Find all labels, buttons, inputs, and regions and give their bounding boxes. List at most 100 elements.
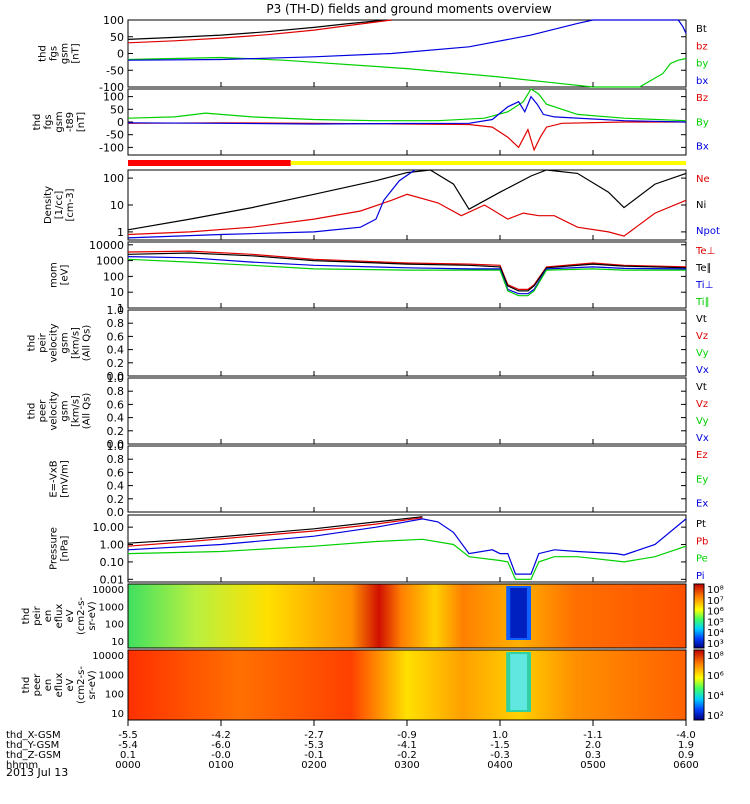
legend-label: bz bbox=[696, 41, 708, 52]
ytick-label: 10 bbox=[110, 286, 124, 299]
ytick-label: 1 bbox=[117, 302, 124, 315]
panel-frame bbox=[127, 88, 687, 156]
legend-label: Pi bbox=[696, 571, 705, 582]
ylabel-line: E=-VxB bbox=[49, 460, 60, 497]
ylabel-line: fgs bbox=[43, 114, 54, 129]
ytick-label: 0.10 bbox=[100, 556, 125, 569]
xaxis-value: 1.9 bbox=[678, 740, 694, 751]
panel-peer_velocity: thdpeervelocitygsm[km/s](All Qs)1.00.80.… bbox=[27, 372, 709, 451]
series-line-fgs-2 bbox=[127, 56, 687, 88]
mode-bar-yellow bbox=[290, 161, 686, 165]
ylabel-line: [km/s] bbox=[71, 395, 82, 427]
ytick-label: 0 bbox=[117, 116, 124, 129]
series-line-pressure-2 bbox=[127, 518, 687, 575]
panel-frame bbox=[127, 377, 687, 445]
ylabel-line: thd bbox=[32, 114, 43, 131]
xaxis-value: -4.2 bbox=[211, 730, 231, 741]
ylabel-line: peir bbox=[38, 332, 49, 352]
series-line-fgs_t89-2 bbox=[127, 95, 687, 125]
panel-peir_velocity: thdpeirvelocitygsm[km/s](All Qs)1.00.80.… bbox=[27, 304, 709, 383]
panel-density: Density[1/cc][cm-3] 100 10 1 Ne Ni Npot bbox=[43, 169, 720, 241]
ytick-label: 10 bbox=[111, 637, 124, 648]
ylabel-line: eflux bbox=[54, 673, 65, 698]
ylabel-peer_velocity: thdpeervelocitygsm[km/s](All Qs) bbox=[27, 391, 93, 430]
colorbar-tick-label: 10² bbox=[707, 711, 724, 722]
ylabel-line: (All Qs) bbox=[82, 393, 93, 430]
legend-label: Vz bbox=[696, 331, 708, 342]
legend-label: Te∥ bbox=[695, 263, 712, 274]
panel-frame bbox=[127, 169, 687, 241]
ylabel-line: peer bbox=[32, 673, 43, 697]
ytick-label: 10.00 bbox=[93, 521, 125, 534]
ylabel-line: [eV] bbox=[60, 265, 71, 286]
xaxis-value: 0600 bbox=[673, 760, 698, 771]
ytick-label: 100 bbox=[103, 91, 124, 104]
legend-label: Vx bbox=[696, 365, 709, 376]
ylabel-line: gsm bbox=[60, 400, 71, 421]
series-line-density-2 bbox=[127, 169, 416, 239]
legend-label: Pe bbox=[696, 554, 708, 565]
ytick-label: 100 bbox=[103, 14, 124, 27]
ylabel-line: [nT] bbox=[71, 43, 82, 63]
colorbar-tick-label: 10⁵ bbox=[707, 617, 724, 628]
ytick-label: 0.01 bbox=[100, 573, 125, 586]
ylabel-line: [nPa] bbox=[60, 535, 71, 561]
ylabel-line: thd bbox=[27, 335, 38, 352]
series-line-fgs_t89-0 bbox=[127, 88, 687, 122]
panel-fgs: thdfgsgsm[nT] 100 50 0 -50 -100 Bt bz by bx bbox=[38, 14, 709, 94]
ylabel-line: Density bbox=[43, 186, 54, 224]
legend-label: Vy bbox=[696, 348, 709, 359]
ylabel-line: [cm-3] bbox=[65, 188, 76, 221]
ylabel-temperature: mom[eV] bbox=[49, 262, 71, 288]
legend-label: Ni bbox=[696, 200, 706, 211]
ytick-label: 1.00 bbox=[100, 539, 125, 552]
ylabel-line: [km/s] bbox=[71, 327, 82, 359]
ytick-label: 10000 bbox=[92, 651, 124, 662]
ytick-label: 50 bbox=[110, 31, 124, 44]
ytick-label: 0.2 bbox=[107, 357, 125, 370]
colorbar-tick-label: 10⁸ bbox=[707, 651, 724, 662]
ylabel-line: gsm bbox=[60, 43, 71, 64]
ylabel-line: peir bbox=[32, 605, 43, 625]
ylabel-line: mom bbox=[49, 262, 60, 288]
xaxis-value: -1.1 bbox=[583, 730, 603, 741]
ylabel-density: Density[1/cc][cm-3] bbox=[43, 186, 76, 224]
series-line-pressure-0 bbox=[127, 516, 423, 544]
ytick-label: -50 bbox=[106, 64, 124, 77]
xaxis-row-label: thd_Z-GSM bbox=[6, 750, 61, 761]
spectrogram-cold-core bbox=[510, 654, 527, 710]
ylabel-line: fgs bbox=[49, 46, 60, 61]
ytick-label: 0.6 bbox=[107, 330, 125, 343]
ytick-label: 0.4 bbox=[107, 344, 125, 357]
ylabel-line: [1/cc] bbox=[54, 191, 65, 220]
ytick-label: 0.0 bbox=[107, 438, 125, 451]
ytick-label: 1.0 bbox=[107, 372, 125, 385]
ylabel-line: eV bbox=[65, 678, 76, 691]
legend-label: bx bbox=[696, 76, 708, 87]
legend-label: Ey bbox=[696, 474, 708, 485]
xaxis-value: 0200 bbox=[301, 760, 326, 771]
ytick-label: 10000 bbox=[92, 585, 124, 596]
legend-label: Vy bbox=[696, 416, 709, 427]
ylabel-line: thd bbox=[38, 45, 49, 62]
xaxis-value: -1.5 bbox=[490, 740, 510, 751]
xaxis-value: 0100 bbox=[208, 760, 233, 771]
legend-label: Pt bbox=[696, 519, 706, 530]
xaxis-value: -4.0 bbox=[676, 730, 696, 741]
colorbar-tick-label: 10⁶ bbox=[707, 607, 724, 618]
ytick-label: 0.4 bbox=[107, 412, 125, 425]
xaxis-value: 0500 bbox=[580, 760, 605, 771]
legend-label: Vt bbox=[696, 382, 707, 393]
xaxis-row-label: thd_Y-GSM bbox=[6, 740, 59, 751]
spectrogram-peer_spectrogram bbox=[128, 650, 686, 720]
date-label: 2013 Jul 13 bbox=[6, 766, 68, 779]
xaxis-value: 0400 bbox=[487, 760, 512, 771]
legend-label: By bbox=[696, 117, 709, 128]
panel-temperature: mom[eV] 10000 1000 100 10 1 Te⊥ Te∥ Ti⊥ Ti∥ bbox=[49, 239, 716, 315]
legend-label: Ne bbox=[696, 174, 710, 185]
ytick-label: 0.0 bbox=[107, 506, 125, 519]
ytick-label: 0.8 bbox=[107, 317, 125, 330]
mode-bar-red bbox=[128, 160, 291, 166]
panel-peer_spectrogram: thdpeerenefluxeV(cm2-s-sr-eV) 10000 1000 10… bbox=[21, 649, 724, 722]
